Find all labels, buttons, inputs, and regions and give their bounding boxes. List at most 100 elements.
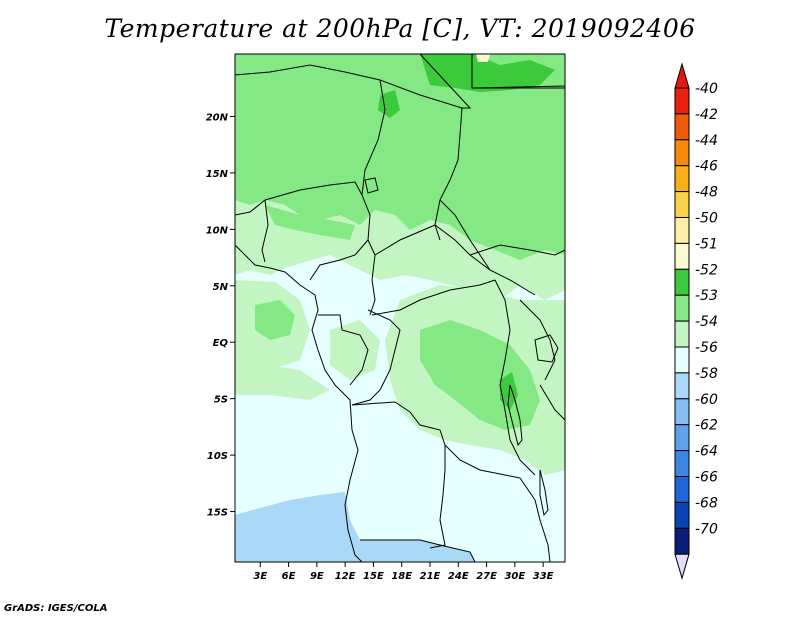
lake-chad (364, 177, 379, 194)
border-chad-sudan (439, 199, 536, 296)
border-nigeria-cameroon (309, 194, 371, 281)
colorbar-swatch (674, 268, 690, 296)
lat-tick: 5S (214, 395, 235, 406)
field-band-green-sahel (265, 205, 355, 240)
colorbar-label: -48 (695, 185, 718, 201)
lake-malawi (539, 469, 549, 517)
border-drc-angola (351, 401, 521, 479)
colorbar-swatch (674, 320, 690, 348)
border-burkina (235, 199, 266, 216)
lon-tick: 21E (420, 562, 441, 582)
lat-tick: 10N (206, 225, 235, 236)
colorbar-swatch (674, 165, 690, 193)
colorbar-swatch (674, 242, 690, 270)
lon-tick-label: 18E (391, 571, 412, 582)
lon-tick-label: 21E (420, 571, 441, 582)
lon-tick: 30E (504, 562, 525, 582)
lake-tanganyika (507, 384, 523, 447)
border-namibia (360, 539, 476, 562)
lat-tick-label: 20N (206, 112, 229, 123)
lat-tick: 10S (207, 451, 235, 462)
colorbar-label: -53 (695, 288, 718, 304)
lon-tick-label: 12E (335, 571, 356, 582)
map-boundaries (235, 54, 565, 562)
field-band-light-green-southwest (235, 360, 330, 400)
field-band-green (235, 54, 565, 260)
border-drc-congo (351, 309, 401, 406)
border-uganda-kenya (519, 299, 556, 381)
colorbar-swatch (674, 476, 690, 503)
border-egypt-sudan (471, 85, 565, 89)
colorbar-label: -70 (695, 521, 718, 537)
map-frame (234, 53, 566, 563)
grads-credit: GrADS: IGES/COLA (4, 603, 108, 614)
border-congo-gabon (318, 314, 369, 386)
colorbar-label: -66 (695, 470, 718, 486)
colorbar-label: -46 (695, 159, 718, 175)
border-nigeria-niger (264, 181, 363, 201)
lon-tick: 3E (253, 562, 267, 582)
colorbar-label: -51 (695, 236, 718, 252)
lon-axis: 3E 6E 9E 12E 15E 18E 21E 24E 27E 30E 33E (253, 562, 554, 582)
lat-tick: 5N (213, 282, 235, 293)
colorbar-swatch (674, 501, 690, 529)
colorbar-label: -42 (695, 107, 718, 123)
border-sudan-ssudan (469, 244, 565, 256)
colorbar-swatch (674, 87, 690, 115)
colorbar-label: -68 (695, 495, 718, 511)
colorbar-label: -62 (695, 418, 718, 434)
lat-tick: 20N (206, 112, 235, 123)
field-band-light-blue (235, 492, 475, 562)
colorbar-label: -58 (695, 366, 718, 382)
lon-tick: 9E (310, 562, 324, 582)
colorbar-label: -50 (695, 211, 718, 227)
colorbar-swatch (674, 113, 690, 141)
lat-tick-label: 15N (206, 169, 229, 180)
lat-tick-label: 10N (206, 225, 229, 236)
lon-tick-label: 9E (310, 571, 324, 582)
colorbar-swatch (674, 139, 690, 167)
lat-tick: 15S (207, 508, 235, 519)
lon-tick: 24E (448, 562, 469, 582)
colorbar-label: -60 (695, 392, 718, 408)
lon-tick: 18E (391, 562, 412, 582)
lon-tick: 15E (363, 562, 384, 582)
colorbar-swatch (674, 450, 690, 478)
colorbar-swatch (674, 372, 690, 400)
border-benin (261, 199, 269, 263)
lat-tick: 15N (206, 169, 235, 180)
lon-tick: 27E (476, 562, 497, 582)
colorbar-swatch (674, 294, 690, 322)
colorbar-label: -56 (695, 340, 718, 356)
lon-tick-label: 33E (533, 571, 554, 582)
temperature-field (235, 54, 565, 562)
lake-victoria (534, 334, 559, 363)
colorbar-label: -52 (695, 262, 718, 278)
lat-tick-label: 5S (214, 395, 228, 406)
lon-tick-label: 3E (253, 571, 267, 582)
colorbar-swatch (674, 398, 690, 426)
map-title: Temperature at 200hPa [C], VT: 201909240… (104, 14, 696, 43)
lat-tick: EQ (213, 338, 235, 349)
colorbar-swatch (674, 191, 690, 219)
lon-tick: 12E (335, 562, 356, 582)
lat-tick-label: 5N (213, 282, 229, 293)
colorbar-top-arrow (674, 62, 690, 89)
lon-tick-label: 27E (476, 571, 497, 582)
field-band-pale-yellow (476, 54, 490, 62)
border-niger-chad (361, 79, 386, 196)
lon-tick-label: 30E (504, 571, 525, 582)
colorbar-label: -64 (695, 444, 718, 460)
field-band-green-gabon (255, 300, 295, 340)
lat-tick-label: EQ (213, 338, 229, 349)
colorbar-label: -44 (695, 133, 718, 149)
colorbar-label: -54 (695, 314, 718, 330)
border-car-drc (371, 279, 496, 316)
border-algeria-niger (235, 64, 463, 109)
lat-axis: 20N 15N 10N 5N EQ 5S 10S 15S (206, 112, 235, 519)
border-zambia-mozambique (519, 477, 551, 562)
colorbar: -40 -42 -44 -46 -48 -50 -51 -52 -53 -54 -56 -58 -60 -… (674, 62, 718, 580)
colorbar-label: -40 (695, 81, 718, 97)
colorbar-swatch (674, 217, 690, 244)
